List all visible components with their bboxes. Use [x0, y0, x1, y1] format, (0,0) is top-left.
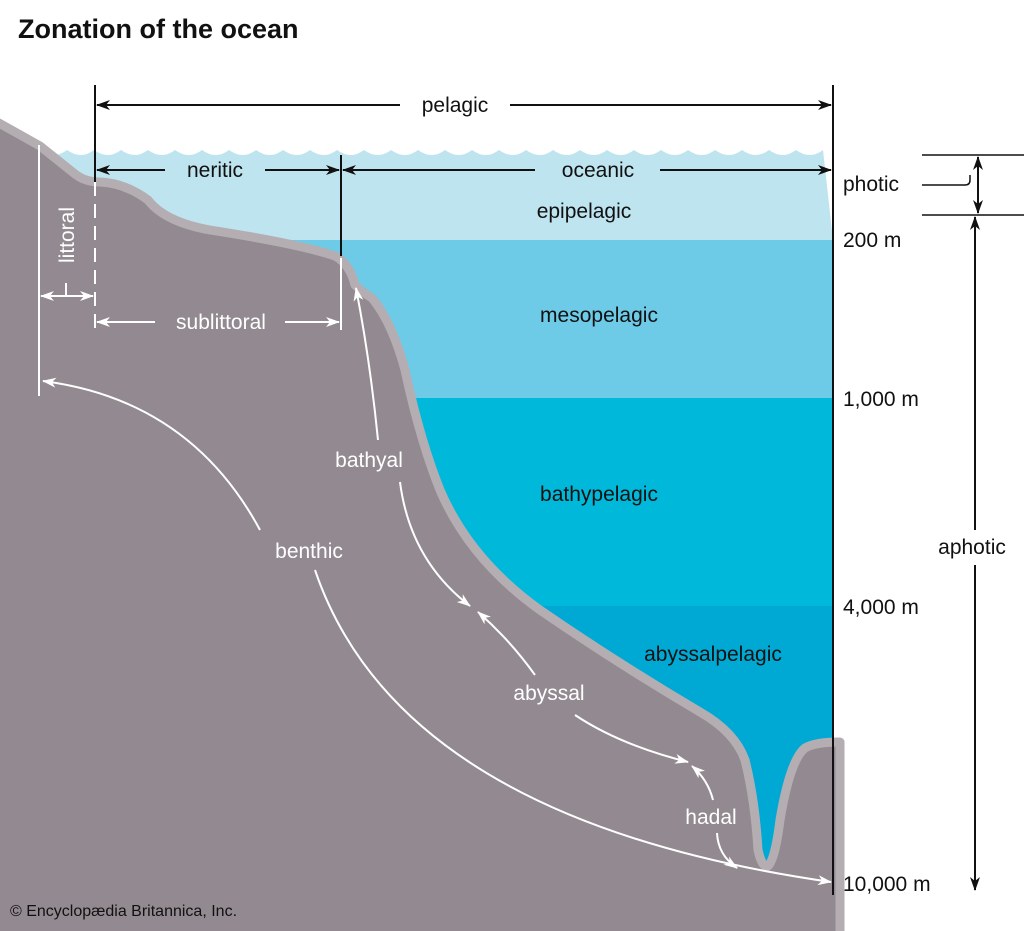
- label-pelagic: pelagic: [422, 94, 489, 117]
- seafloor: [0, 118, 845, 931]
- label-benthic: benthic: [275, 540, 343, 563]
- label-hadal: hadal: [685, 806, 736, 829]
- label-aphotic: aphotic: [938, 536, 1006, 559]
- label-neritic: neritic: [187, 159, 243, 182]
- depth-200m: 200 m: [843, 229, 901, 252]
- copyright-credit: © Encyclopædia Britannica, Inc.: [10, 903, 238, 920]
- label-bathypelagic: bathypelagic: [540, 483, 658, 506]
- label-mesopelagic: mesopelagic: [540, 304, 658, 327]
- label-epipelagic: epipelagic: [537, 200, 632, 223]
- epipelagic-layer: [40, 150, 833, 240]
- label-abyssal: abyssal: [513, 682, 584, 705]
- benthic-arrow: [42, 377, 261, 531]
- label-bathyal: bathyal: [335, 449, 403, 472]
- depth-1000m: 1,000 m: [843, 388, 919, 411]
- label-abyssalpelagic: abyssalpelagic: [644, 643, 782, 666]
- depth-10000m: 10,000 m: [843, 873, 931, 896]
- label-sublittoral: sublittoral: [176, 311, 266, 334]
- label-oceanic: oceanic: [562, 159, 634, 182]
- diagram-title: Zonation of the ocean: [18, 14, 299, 44]
- depth-4000m: 4,000 m: [843, 596, 919, 619]
- label-photic: photic: [843, 173, 899, 196]
- label-littoral: littoral: [56, 207, 79, 263]
